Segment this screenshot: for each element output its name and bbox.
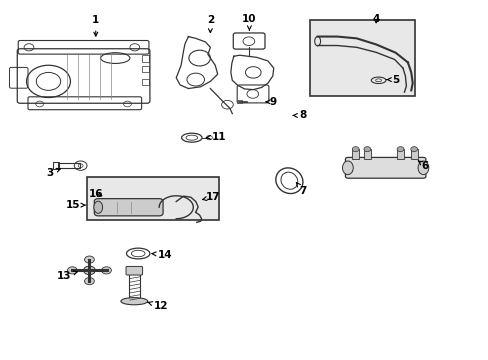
Bar bbox=[310, 21, 414, 96]
Text: 13: 13 bbox=[57, 271, 77, 281]
Bar bbox=[396, 149, 403, 159]
Circle shape bbox=[363, 147, 370, 152]
Circle shape bbox=[84, 278, 94, 285]
Bar bbox=[410, 149, 417, 159]
Text: 5: 5 bbox=[386, 75, 399, 85]
Ellipse shape bbox=[94, 201, 102, 213]
Text: 9: 9 bbox=[265, 97, 276, 107]
Text: 14: 14 bbox=[152, 249, 172, 260]
Text: 12: 12 bbox=[147, 301, 167, 311]
Bar bbox=[129, 273, 140, 301]
Ellipse shape bbox=[342, 161, 352, 175]
Bar bbox=[58, 163, 80, 168]
Circle shape bbox=[410, 147, 417, 152]
Text: 8: 8 bbox=[293, 111, 306, 121]
Bar bbox=[236, 100, 241, 103]
Text: 2: 2 bbox=[206, 15, 214, 32]
Circle shape bbox=[351, 147, 358, 152]
Circle shape bbox=[102, 267, 111, 274]
Circle shape bbox=[67, 267, 77, 274]
Ellipse shape bbox=[417, 161, 428, 175]
Bar bbox=[363, 149, 370, 159]
Bar bbox=[53, 162, 59, 169]
Text: 1: 1 bbox=[92, 15, 99, 36]
Text: 7: 7 bbox=[296, 183, 306, 196]
FancyBboxPatch shape bbox=[345, 157, 425, 178]
Text: 3: 3 bbox=[46, 168, 60, 178]
Bar bbox=[142, 66, 149, 72]
Text: 10: 10 bbox=[242, 14, 256, 30]
Bar bbox=[142, 55, 149, 62]
FancyBboxPatch shape bbox=[126, 266, 142, 275]
Circle shape bbox=[84, 256, 94, 263]
Text: 11: 11 bbox=[206, 132, 226, 142]
Ellipse shape bbox=[121, 298, 147, 305]
Bar bbox=[351, 149, 358, 159]
Bar bbox=[87, 177, 219, 220]
Text: 16: 16 bbox=[88, 189, 103, 199]
Bar bbox=[142, 78, 149, 85]
Text: 17: 17 bbox=[202, 192, 220, 202]
Text: 15: 15 bbox=[65, 200, 85, 210]
Circle shape bbox=[396, 147, 403, 152]
Text: 4: 4 bbox=[372, 14, 379, 24]
FancyBboxPatch shape bbox=[94, 199, 163, 216]
Circle shape bbox=[83, 266, 95, 275]
Text: 6: 6 bbox=[417, 161, 427, 171]
